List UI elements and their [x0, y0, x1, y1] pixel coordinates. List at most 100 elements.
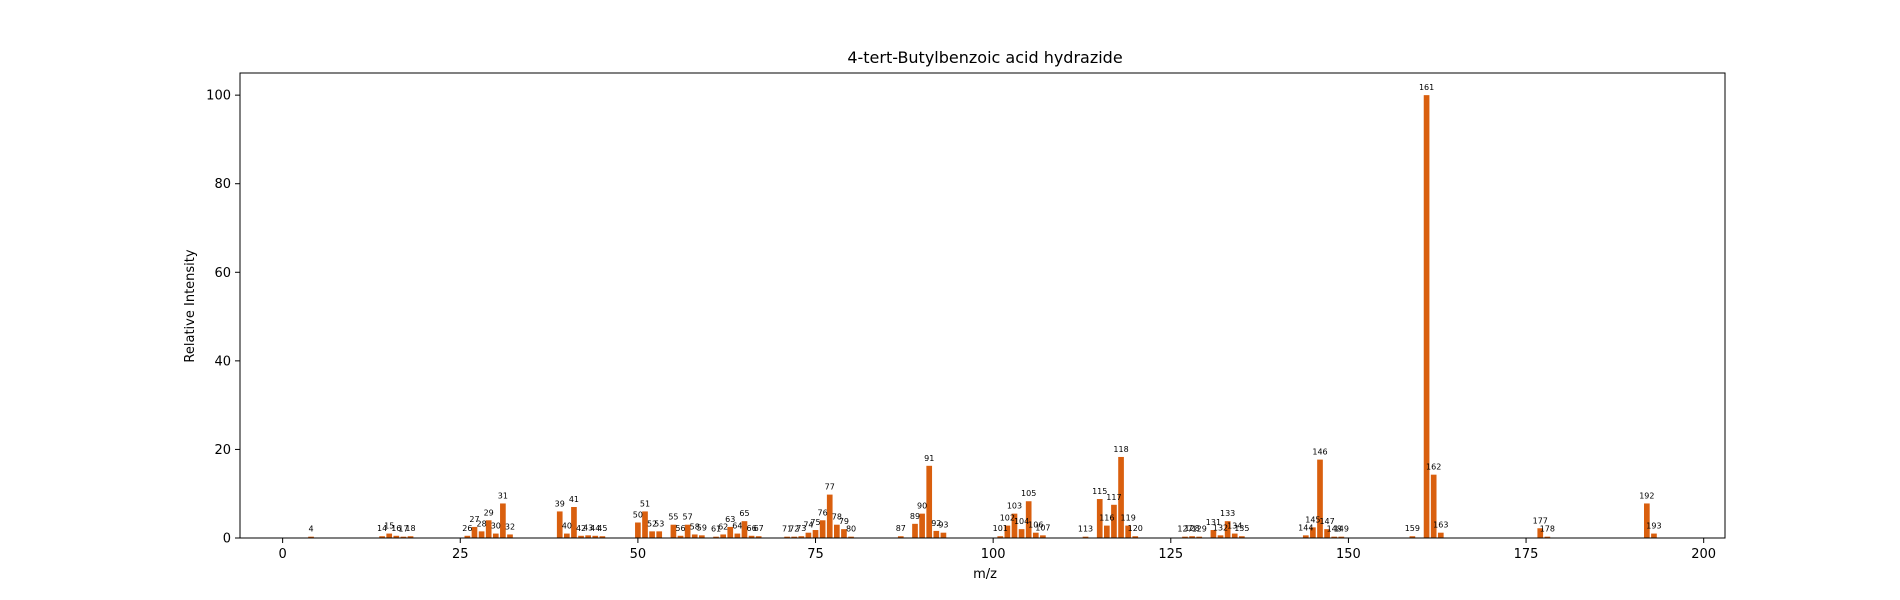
bar-mz-119 [1125, 525, 1131, 538]
x-tick-label-0: 0 [278, 547, 286, 562]
peak-label-mz-71: 71 [782, 525, 792, 534]
y-axis: 0 20 40 60 80 100 [206, 89, 240, 547]
bar-mz-71 [784, 536, 790, 538]
bar-mz-75 [812, 530, 819, 538]
bar-mz-53 [656, 531, 663, 538]
peak-label-mz-55: 55 [668, 513, 678, 522]
peak-label-mz-26: 26 [462, 524, 472, 533]
x-tick-label-150: 150 [1336, 547, 1361, 562]
peak-label-mz-61: 61 [711, 525, 721, 534]
peak-label-mz-40: 40 [562, 522, 572, 531]
peak-label-mz-131: 131 [1206, 518, 1221, 527]
peak-label-mz-90: 90 [917, 502, 927, 511]
bar-mz-42 [578, 535, 584, 538]
peak-label-mz-32: 32 [505, 522, 515, 531]
bar-mz-128 [1189, 536, 1195, 538]
bar-mz-105 [1025, 501, 1032, 538]
peak-label-mz-91: 91 [924, 454, 934, 463]
peak-label-mz-29: 29 [484, 508, 494, 517]
peak-label-mz-53: 53 [654, 519, 664, 528]
peak-label-mz-51: 51 [640, 499, 650, 508]
y-tick-label-20: 20 [214, 443, 231, 458]
peak-label-mz-50: 50 [633, 511, 643, 520]
peak-label-mz-67: 67 [754, 524, 764, 533]
bar-mz-15 [386, 533, 393, 538]
bar-mz-91 [926, 465, 933, 538]
bar-mz-163 [1437, 532, 1444, 538]
bar-mz-63 [727, 526, 734, 538]
peak-label-mz-16: 16 [391, 524, 401, 533]
peak-label-mz-65: 65 [739, 509, 749, 518]
peak-label-mz-92: 92 [931, 519, 941, 528]
peak-label-mz-57: 57 [683, 513, 693, 522]
peak-label-mz-163: 163 [1433, 521, 1448, 530]
bar-mz-16 [393, 535, 400, 538]
bar-mz-4 [308, 536, 314, 538]
bar-mz-52 [649, 531, 655, 538]
peak-label-mz-146: 146 [1312, 448, 1327, 457]
bar-mz-134 [1231, 533, 1238, 538]
bar-mz-67 [755, 536, 762, 538]
peak-label-mz-145: 145 [1305, 515, 1320, 524]
bar-mz-43 [585, 535, 591, 538]
bar-mz-120 [1132, 536, 1139, 538]
peak-label-mz-76: 76 [818, 508, 828, 517]
bar-mz-80 [848, 536, 854, 538]
peak-label-mz-58: 58 [690, 522, 700, 531]
peak-label-mz-75: 75 [810, 518, 820, 527]
bar-mz-149 [1338, 536, 1345, 538]
bar-mz-64 [734, 533, 741, 538]
peak-label-mz-87: 87 [896, 524, 906, 533]
x-tick-label-100: 100 [981, 547, 1006, 562]
peak-label-mz-133: 133 [1220, 509, 1235, 518]
peak-label-mz-120: 120 [1128, 524, 1143, 533]
bar-mz-65 [741, 521, 748, 538]
bar-mz-58 [691, 534, 698, 538]
bar-mz-40 [564, 533, 570, 538]
peak-label-mz-107: 107 [1035, 523, 1050, 532]
bar-mz-132 [1217, 535, 1224, 538]
peak-label-mz-45: 45 [597, 524, 607, 533]
peak-label-mz-93: 93 [938, 521, 948, 530]
peak-label-mz-144: 144 [1298, 523, 1313, 532]
peak-label-mz-192: 192 [1639, 491, 1654, 500]
peak-label-mz-52: 52 [647, 519, 657, 528]
bar-mz-147 [1324, 529, 1330, 538]
bar-mz-39 [556, 511, 563, 538]
peak-label-mz-73: 73 [796, 524, 806, 533]
bar-mz-133 [1224, 521, 1231, 538]
bar-mz-146 [1317, 459, 1323, 538]
bar-mz-45 [599, 536, 606, 538]
bar-mz-103 [1011, 513, 1018, 538]
bar-mz-106 [1032, 532, 1039, 538]
peak-label-mz-80: 80 [846, 525, 856, 534]
bar-mz-62 [720, 534, 726, 538]
bar-mz-29 [485, 520, 492, 538]
y-tick-label-40: 40 [214, 354, 231, 369]
peak-label-mz-59: 59 [697, 523, 707, 532]
y-tick-label-80: 80 [214, 177, 231, 192]
bar-mz-73 [798, 536, 805, 538]
bar-mz-76 [819, 520, 826, 538]
bar-mz-127 [1182, 536, 1188, 538]
peak-label-mz-62: 62 [718, 522, 728, 531]
bar-mz-87 [897, 536, 904, 538]
bar-mz-18 [407, 536, 414, 538]
bar-mz-74 [805, 532, 812, 538]
peak-label-mz-64: 64 [732, 522, 742, 531]
bar-mz-50 [635, 522, 641, 538]
peak-label-mz-177: 177 [1533, 516, 1548, 525]
bar-mz-101 [997, 536, 1004, 538]
peak-label-mz-104: 104 [1014, 517, 1029, 526]
bar-mz-55 [670, 524, 677, 538]
peak-label-mz-78: 78 [832, 513, 842, 522]
bar-mz-56 [677, 535, 684, 538]
bar-mz-30 [492, 533, 499, 538]
y-tick-label-0: 0 [223, 532, 231, 547]
bar-mz-57 [684, 524, 691, 538]
peak-label-mz-193: 193 [1646, 522, 1661, 531]
peak-label-mz-41: 41 [569, 495, 579, 504]
bar-mz-145 [1310, 527, 1316, 538]
bar-mz-32 [507, 534, 513, 538]
